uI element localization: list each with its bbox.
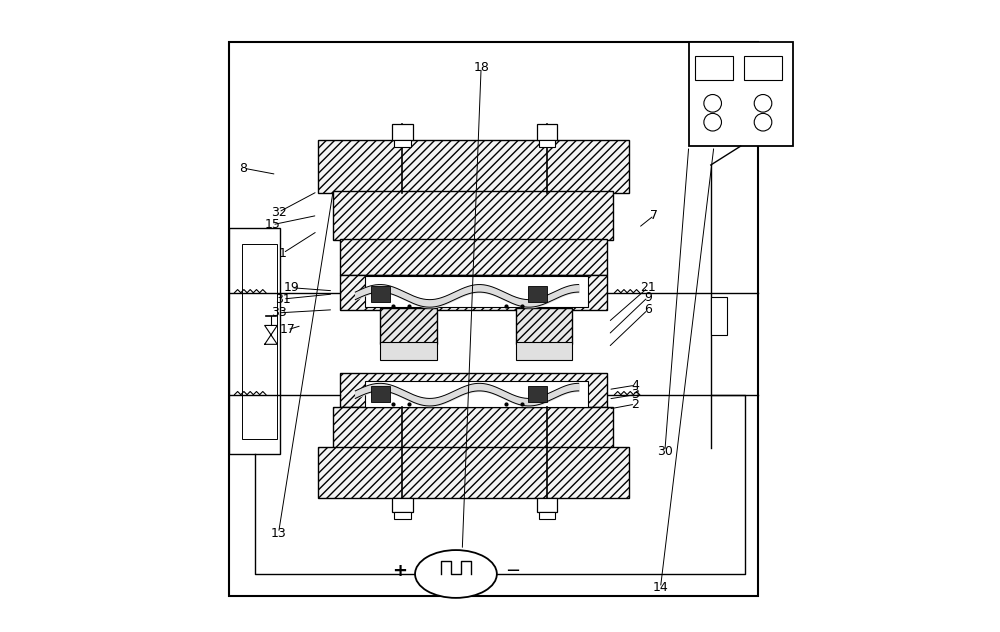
Bar [365, 276, 588, 307]
Text: 33: 33 [271, 307, 286, 319]
Text: 9: 9 [644, 291, 652, 303]
Text: 7: 7 [650, 209, 658, 222]
Text: 13: 13 [271, 526, 286, 540]
Bar [695, 56, 733, 80]
Text: 19: 19 [283, 281, 299, 294]
Bar [539, 513, 555, 519]
Circle shape [704, 113, 721, 131]
Text: 15: 15 [264, 218, 280, 231]
Bar [394, 513, 411, 519]
Text: 6: 6 [644, 303, 652, 316]
Bar [318, 140, 629, 193]
Bar [516, 343, 572, 360]
Bar [711, 297, 727, 335]
Text: 8: 8 [239, 162, 247, 174]
Text: 18: 18 [473, 61, 489, 74]
Bar [537, 124, 557, 140]
Bar [333, 407, 613, 448]
Bar [380, 308, 437, 344]
Bar [516, 308, 572, 344]
Bar [318, 447, 629, 499]
Circle shape [754, 95, 772, 112]
Bar [242, 244, 277, 439]
Text: 3: 3 [631, 388, 639, 401]
Bar [365, 381, 588, 407]
Text: 32: 32 [271, 205, 286, 219]
Bar [333, 191, 613, 241]
Text: 21: 21 [640, 281, 656, 294]
Bar [392, 124, 413, 140]
Text: 17: 17 [279, 324, 295, 336]
Bar [539, 140, 555, 147]
Text: 1: 1 [279, 246, 287, 260]
Bar [689, 42, 793, 146]
Bar [392, 499, 413, 513]
Bar [528, 387, 547, 402]
Text: 30: 30 [657, 445, 673, 458]
Text: 4: 4 [631, 379, 639, 392]
Circle shape [754, 113, 772, 131]
Bar [528, 286, 547, 301]
Bar [229, 228, 280, 454]
Bar [229, 42, 758, 596]
Text: +: + [392, 562, 407, 580]
Bar [371, 387, 390, 402]
Bar [340, 240, 607, 275]
Text: −: − [505, 562, 520, 580]
Circle shape [704, 95, 721, 112]
Bar [394, 140, 411, 147]
Ellipse shape [415, 550, 497, 598]
Text: 2: 2 [631, 398, 639, 411]
Text: 14: 14 [653, 581, 668, 594]
Bar [744, 56, 782, 80]
Bar [380, 343, 437, 360]
Bar [371, 286, 390, 301]
Text: 31: 31 [275, 293, 291, 305]
Bar [340, 275, 607, 310]
Bar [537, 499, 557, 513]
Bar [340, 373, 607, 407]
